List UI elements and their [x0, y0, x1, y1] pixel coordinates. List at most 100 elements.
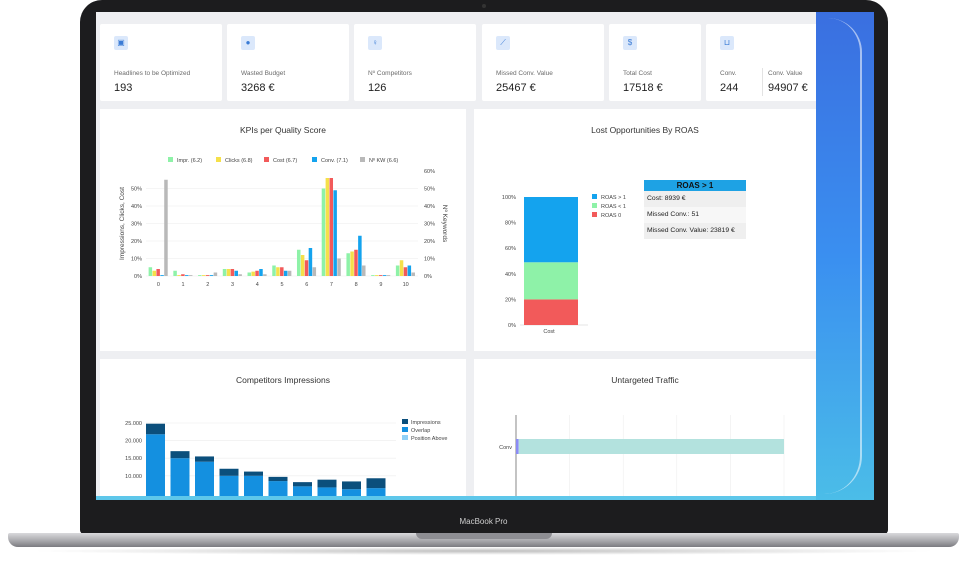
bar [300, 255, 305, 276]
stacked-bar-segment [524, 299, 578, 325]
bar [386, 275, 391, 276]
bar [272, 265, 276, 276]
bar [247, 272, 252, 276]
kpi-label: Total Cost [623, 70, 652, 77]
stacked-bar-segment [219, 475, 239, 500]
panel-title: Competitors Impressions [235, 375, 330, 385]
y2-tick-label: 60% [424, 169, 435, 175]
stacked-bar-segment [170, 458, 190, 500]
y-tick-label: 0% [508, 323, 516, 329]
coins-icon: ● [241, 36, 255, 50]
bar [287, 270, 292, 276]
y2-tick-label: 30% [424, 222, 435, 228]
bar [181, 274, 185, 276]
y-tick-label: 40% [131, 204, 142, 210]
kpi-card-wasted-budget[interactable]: ● Wasted Budget 3268 € [227, 24, 349, 101]
stacked-bar-segment [146, 423, 165, 435]
legend-swatch [312, 157, 317, 162]
stacked-bar-segment [244, 475, 263, 500]
legend-label: ROAS < 1 [601, 204, 626, 210]
y-tick-label: 60% [505, 246, 516, 252]
bar [251, 271, 255, 276]
bar [321, 188, 326, 276]
dollar-icon: $ [623, 36, 637, 50]
kpi-card-conversions[interactable]: ⊔ Conv. 244 Conv. Value 94907 € [706, 24, 818, 101]
laptop-shadow [28, 547, 939, 555]
stacked-bar-segment [219, 468, 239, 476]
bar [234, 270, 238, 276]
bar [198, 275, 202, 276]
bar [185, 275, 189, 276]
bar [209, 275, 214, 276]
bar [407, 265, 412, 276]
stacked-bar-segment [366, 478, 386, 489]
bar [382, 275, 387, 276]
y-tick-label: 30% [131, 222, 142, 228]
kpi-value: 3268 € [241, 82, 275, 94]
bar [205, 275, 210, 276]
legend-label: Nº KW (6.6) [369, 157, 398, 164]
roas-tooltip-cost: Cost: 8939 € [644, 191, 746, 207]
roas-chart: 0% 20% 40% 60% 80% 100% Cost ROAS > 1 ROAS < 1 RO… [502, 194, 626, 335]
bar [259, 269, 263, 276]
y-tick-label: 40% [505, 272, 516, 278]
bar [276, 267, 280, 276]
stacked-bar-segment [244, 471, 263, 476]
kpi-value: 17518 € [623, 82, 663, 94]
kpi-card-total-cost[interactable]: $ Total Cost 17518 € [609, 24, 701, 101]
y-tick-label: 20% [505, 297, 516, 303]
x-tick-label: 1 [182, 282, 185, 288]
bar [518, 439, 784, 454]
stacked-bar-segment [195, 461, 214, 500]
kpi-divider [762, 68, 763, 96]
laptop-notch [416, 533, 552, 539]
legend-swatch [402, 427, 408, 432]
legend-swatch [592, 194, 597, 199]
panel-untargeted-traffic: Untargeted Traffic ConvCost [474, 359, 816, 500]
bar [399, 260, 404, 276]
kpi-card-competitors[interactable]: ♀ Nº Competitors 126 [354, 24, 476, 101]
bar [160, 275, 164, 276]
bottom-accent-strip [96, 496, 816, 500]
panel-title: Untargeted Traffic [611, 375, 679, 385]
legend-label: Clicks (6.8) [225, 158, 253, 164]
roas-tooltip: ROAS > 1 Cost: 8939 € Missed Conv.: 51 M… [644, 180, 746, 239]
y-tick-label: 20% [131, 239, 142, 245]
bar [395, 265, 400, 276]
kpi-label: Conv. [720, 70, 737, 77]
kpi-card-headlines[interactable]: ▣ Headlines to be Optimized 193 [100, 24, 222, 101]
x-tick-label: 6 [305, 282, 308, 288]
competitors-chart: 10.000 15.000 20.000 25.000 Impressions Overl… [125, 419, 447, 500]
bar [304, 260, 309, 276]
x-tick-label: 3 [231, 282, 234, 288]
untargeted-chart: ConvCost [499, 415, 785, 500]
y-tick-label: 80% [505, 221, 516, 227]
cart-icon: ⊔ [720, 36, 734, 50]
bar [263, 274, 267, 276]
kpi-label: Headlines to be Optimized [114, 70, 191, 77]
bar [238, 274, 242, 276]
bar [337, 258, 341, 276]
trophy-icon: ♀ [368, 36, 382, 50]
kpi-label: Nº Competitors [368, 70, 412, 77]
camera-dot [482, 4, 486, 8]
x-tick-label: 5 [280, 282, 283, 288]
y2-tick-label: 50% [424, 187, 435, 193]
x-tick-label: Cost [543, 329, 555, 335]
bar [164, 179, 168, 276]
roas-tooltip-title: ROAS > 1 [644, 180, 746, 191]
legend-label: Impressions [411, 420, 441, 426]
image-icon: ▣ [114, 36, 128, 50]
quality-score-chart: Impr. (6.2) Clicks (6.8) Cost (6.7) Conv. (… [119, 157, 448, 288]
stacked-bar-segment [293, 482, 312, 487]
legend-label: Conv. (7.1) [321, 158, 348, 164]
bar [283, 270, 288, 276]
legend-label: ROAS > 1 [601, 195, 626, 201]
x-tick-label: 7 [330, 282, 333, 288]
legend-label: ROAS 0 [601, 213, 621, 219]
y-axis-label: Impressions, Clicks, Cost [119, 187, 126, 260]
kpi-label-2: Conv. Value [768, 70, 803, 77]
kpi-card-missed-conv-value[interactable]: ⟋ Missed Conv. Value 25467 € [482, 24, 604, 101]
x-tick-label: 2 [206, 282, 209, 288]
bar [516, 439, 519, 454]
